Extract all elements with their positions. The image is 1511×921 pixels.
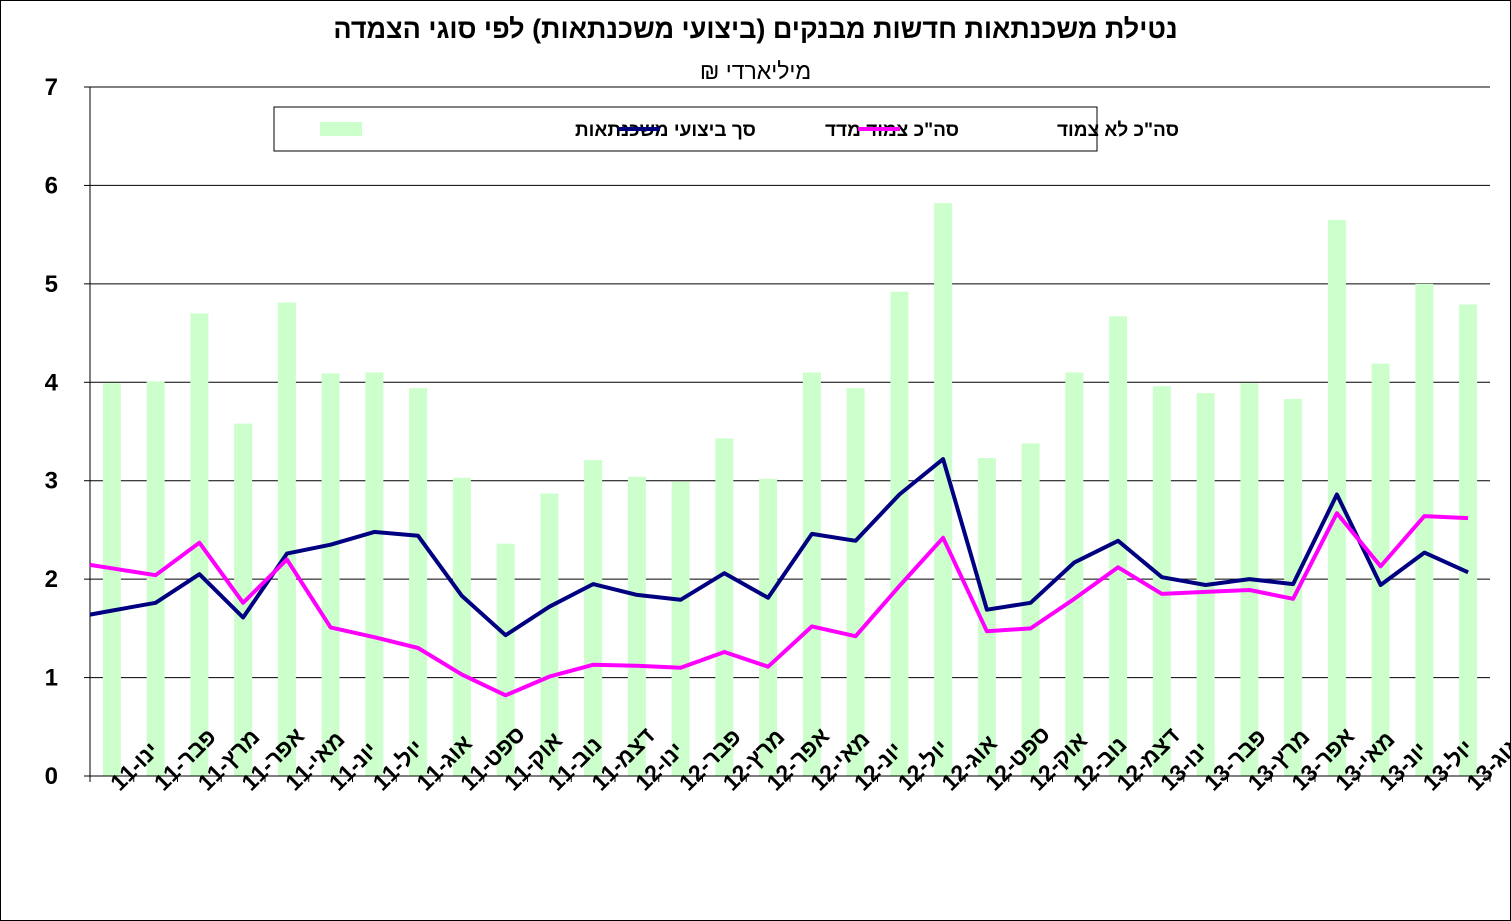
y-tick-label: 0: [45, 763, 58, 790]
bar: [452, 477, 471, 776]
chart-title: נטילת משכנתאות חדשות מבנקים (ביצועי משכנ…: [333, 14, 1178, 44]
bar: [1284, 399, 1303, 776]
bars: [102, 203, 1478, 777]
y-tick-label: 4: [45, 369, 59, 396]
bar: [1152, 386, 1171, 776]
bar: [934, 203, 953, 776]
bar: [1459, 304, 1478, 776]
bar: [496, 543, 515, 776]
y-tick-label: 3: [45, 468, 58, 495]
bar: [671, 481, 690, 776]
bar: [759, 478, 778, 776]
legend-box: [273, 106, 1098, 152]
chart-subtitle: מיליארדי ₪: [699, 58, 812, 84]
bar: [715, 438, 734, 776]
series-line: [89, 511, 1469, 698]
bar: [365, 372, 384, 776]
bar: [540, 493, 559, 776]
bar: [627, 476, 646, 776]
bar: [102, 383, 121, 776]
lines: [89, 457, 1469, 698]
y-tick-label: 5: [45, 271, 58, 298]
bar: [890, 291, 909, 776]
bar: [1371, 363, 1390, 776]
y-tick-label: 2: [45, 566, 58, 593]
y-tick-labels: 0 1 2 3 4 5 6 7: [45, 74, 59, 790]
bar: [584, 460, 603, 776]
bar: [321, 373, 340, 776]
gridlines: [90, 86, 1490, 679]
bar: [146, 381, 165, 776]
legend-label: סך ביצועי משכנתאות: [575, 120, 756, 141]
series-line: [89, 457, 1469, 638]
bar: [277, 302, 296, 776]
bar: [802, 372, 821, 776]
y-tick-label: 7: [45, 74, 58, 101]
bar: [1065, 372, 1084, 776]
bar: [1109, 316, 1128, 776]
bar: [977, 458, 996, 776]
legend-swatch: [320, 122, 362, 136]
bar: [1415, 283, 1434, 776]
y-tick-label: 6: [45, 172, 58, 199]
y-tick-label: 1: [45, 665, 58, 692]
bar: [846, 388, 865, 776]
bar: [1021, 443, 1040, 776]
axes: [84, 86, 1491, 782]
legend-label: סה"כ לא צמוד: [1057, 120, 1179, 141]
bar: [409, 388, 428, 776]
